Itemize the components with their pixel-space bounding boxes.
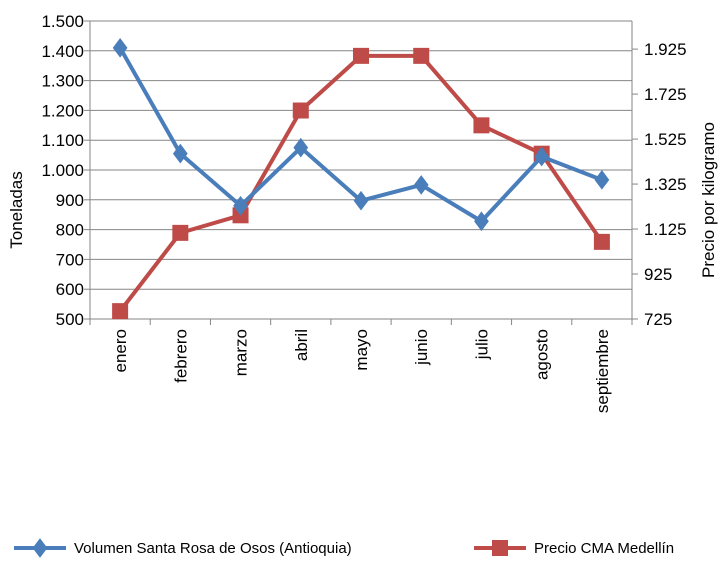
data-point-square <box>292 102 309 119</box>
x-tick-label: junio <box>412 329 431 366</box>
y-axis-left-title: Toneladas <box>7 171 26 249</box>
y-tick-label-right: 725 <box>644 310 672 329</box>
y-tick-label-right: 1.525 <box>644 130 687 149</box>
y-tick-label-left: 700 <box>56 250 84 269</box>
series-precio <box>112 47 610 320</box>
y-tick-label-right: 1.125 <box>644 220 687 239</box>
y-tick-label-right: 1.925 <box>644 40 687 59</box>
y-tick-label-right: 925 <box>644 265 672 284</box>
legend-item-precio: Precio CMA Medellín <box>474 540 674 557</box>
y-tick-label-left: 500 <box>56 310 84 329</box>
y-tick-label-left: 600 <box>56 280 84 299</box>
data-point-square <box>413 47 430 64</box>
data-point-diamond <box>534 146 550 167</box>
y-axis-right-title: Precio por kilogramo <box>699 122 718 278</box>
y-tick-label-left: 800 <box>56 221 84 240</box>
data-point-diamond <box>32 538 48 558</box>
data-point-square <box>172 224 189 241</box>
data-point-diamond <box>172 143 188 164</box>
x-tick-label: marzo <box>232 329 251 376</box>
data-point-square <box>492 540 508 556</box>
y-tick-label-left: 1.100 <box>41 131 84 150</box>
legend-label: Precio CMA Medellín <box>534 540 674 557</box>
data-point-diamond <box>413 175 429 195</box>
series-volumen <box>112 37 610 232</box>
data-point-square <box>353 47 369 64</box>
series <box>112 37 610 320</box>
legend: Volumen Santa Rosa de Osos (Antioquia) Pr… <box>14 538 674 558</box>
y-tick-label-left: 1.200 <box>41 101 84 120</box>
data-point-square <box>593 233 610 250</box>
data-point-square <box>473 117 490 134</box>
x-tick-label: abril <box>292 329 311 361</box>
data-point-diamond <box>594 170 610 190</box>
data-point-diamond <box>293 137 309 158</box>
x-tick-label: febrero <box>171 329 190 383</box>
data-point-diamond <box>233 195 248 216</box>
y-tick-label-left: 900 <box>56 191 84 210</box>
legend-label: Volumen Santa Rosa de Osos (Antioquia) <box>74 540 352 557</box>
series-line <box>118 53 604 313</box>
data-point-diamond <box>112 37 128 58</box>
legend-item-volumen: Volumen Santa Rosa de Osos (Antioquia) <box>14 538 352 558</box>
y-tick-label-right: 1.725 <box>644 85 687 104</box>
axes <box>84 20 638 325</box>
tick-labels: 500 600 700 800 900 1.000 1.100 1.200 1.300 1.400… <box>41 12 686 413</box>
y-tick-label-left: 1.300 <box>41 72 84 91</box>
y-tick-label-right: 1.325 <box>644 175 687 194</box>
y-tick-label-left: 1.500 <box>41 12 84 31</box>
x-tick-label: enero <box>111 329 130 372</box>
data-point-diamond <box>353 190 369 211</box>
y-tick-label-left: 1.400 <box>41 42 84 61</box>
x-tick-label: julio <box>472 329 491 360</box>
x-tick-label: mayo <box>352 329 371 371</box>
data-point-square <box>112 303 129 320</box>
x-tick-label: agosto <box>533 329 552 380</box>
data-point-diamond <box>474 211 489 232</box>
x-tick-label: septiembre <box>593 329 612 413</box>
y-tick-label-left: 1.000 <box>41 161 84 180</box>
